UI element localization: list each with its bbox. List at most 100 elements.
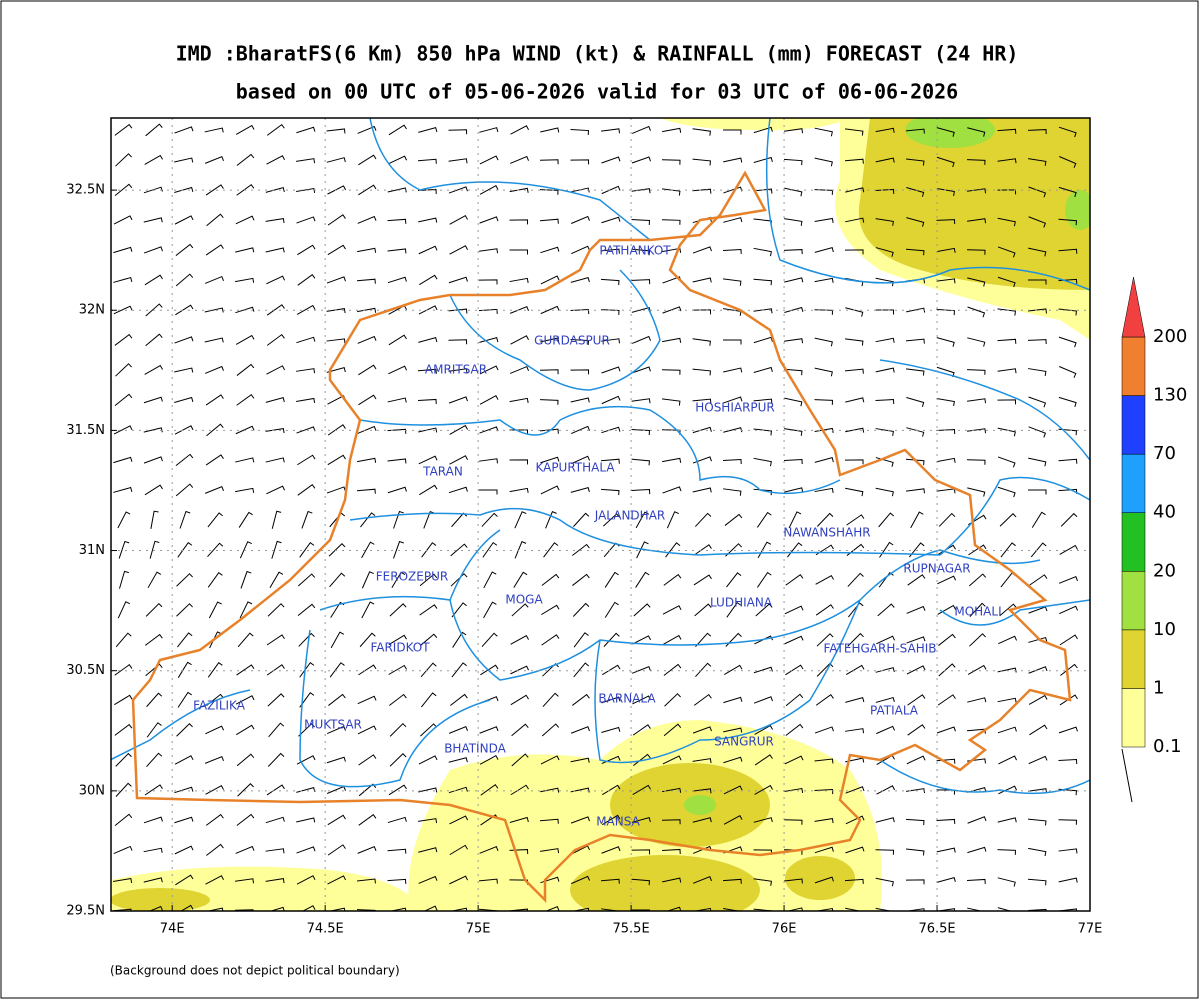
wind-barb xyxy=(936,337,955,347)
district-label: HOSHIARPUR xyxy=(695,401,775,415)
wind-barb xyxy=(540,337,560,343)
wind-barb xyxy=(723,217,743,223)
wind-barb xyxy=(1028,847,1047,857)
wind-barb xyxy=(327,454,346,466)
wind-barb xyxy=(513,571,528,588)
wind-barb xyxy=(722,459,742,465)
wind-barb xyxy=(113,305,133,315)
wind-barb xyxy=(514,511,527,529)
wind-barb xyxy=(450,693,468,706)
wind-barb xyxy=(692,426,712,434)
wind-barb xyxy=(1058,126,1077,138)
wind-barb xyxy=(814,876,834,884)
district-label: PATIALA xyxy=(870,704,919,718)
wind-barb xyxy=(509,219,529,225)
wind-barb xyxy=(662,634,682,645)
wind-barb xyxy=(967,487,986,497)
wind-barb xyxy=(387,397,407,403)
wind-barb xyxy=(114,183,133,197)
wind-barb xyxy=(357,425,377,434)
wind-barb xyxy=(509,816,529,823)
district-label: LUDHIANA xyxy=(710,596,773,610)
wind-barb xyxy=(174,755,194,765)
wind-barb xyxy=(997,849,1017,855)
wind-barb xyxy=(876,635,896,645)
wind-barb xyxy=(1058,428,1078,436)
wind-barb xyxy=(571,245,591,255)
wind-barb xyxy=(906,217,925,227)
wind-barb xyxy=(631,248,651,256)
wind-barb xyxy=(448,276,468,284)
district-label: JALANDHAR xyxy=(594,509,666,523)
wind-barb xyxy=(478,878,498,884)
wind-barb xyxy=(207,661,223,678)
wind-barb xyxy=(418,847,438,853)
wind-barb xyxy=(358,154,377,166)
wind-barb xyxy=(1029,574,1048,586)
wind-barb xyxy=(662,306,682,314)
wind-barb xyxy=(451,662,467,678)
wind-barb xyxy=(448,339,468,345)
wind-barb xyxy=(726,601,742,618)
wind-barb xyxy=(265,218,285,224)
wind-barb xyxy=(845,128,864,136)
wind-barb xyxy=(784,277,804,283)
wind-barb xyxy=(692,338,711,346)
wind-barb xyxy=(449,424,468,435)
legend-swatch xyxy=(1121,512,1146,572)
wind-barb xyxy=(479,185,499,195)
wind-barb xyxy=(1028,368,1047,376)
wind-barb xyxy=(301,510,313,529)
wind-barb xyxy=(907,574,926,586)
wind-barb xyxy=(601,128,620,134)
wind-barb xyxy=(267,693,285,707)
wind-barb xyxy=(542,692,559,707)
wind-barb xyxy=(570,816,590,824)
wind-barb xyxy=(936,429,956,435)
y-tick-label: 32.5N xyxy=(66,183,105,198)
wind-barb xyxy=(143,396,163,404)
wind-barb xyxy=(753,696,773,704)
wind-barb xyxy=(573,662,590,678)
wind-barb xyxy=(176,723,193,737)
wind-barb xyxy=(997,427,1016,437)
wind-barb xyxy=(570,187,590,193)
wind-barb xyxy=(907,694,926,706)
district-label: PATHANKOT xyxy=(599,244,671,258)
wind-barb xyxy=(692,726,712,734)
wind-barb xyxy=(814,818,834,824)
wind-barb xyxy=(693,574,712,586)
wind-barb xyxy=(174,367,194,373)
legend-swatch xyxy=(1121,688,1146,748)
wind-barb xyxy=(724,513,743,526)
wind-barb xyxy=(997,877,1016,887)
wind-barb xyxy=(267,603,285,617)
wind-barb xyxy=(297,274,316,286)
wind-barb xyxy=(692,758,712,764)
wind-barb xyxy=(297,573,316,587)
wind-barb xyxy=(875,398,895,405)
wind-barb xyxy=(509,187,529,193)
wind-barb xyxy=(448,129,468,135)
wind-barb xyxy=(113,425,133,435)
wind-barb xyxy=(448,725,468,734)
district-label: BARNALA xyxy=(598,692,656,706)
axes: 74E 74.5E 75E 75.5E 76E 76.5E 77E 29.5N 30N 30.5N… xyxy=(66,183,1102,937)
wind-barb xyxy=(937,694,956,706)
wind-barb xyxy=(570,309,590,315)
wind-barb xyxy=(176,573,193,587)
wind-barb xyxy=(845,338,864,346)
wind-barb xyxy=(174,425,194,435)
wind-barb xyxy=(448,368,468,374)
wind-barb xyxy=(206,843,224,856)
wind-barb xyxy=(510,335,530,345)
wind-barb xyxy=(997,456,1016,468)
wind-barb xyxy=(662,486,682,494)
wind-barb xyxy=(602,784,621,796)
wind-barb xyxy=(204,485,224,494)
wind-barb xyxy=(326,276,346,284)
wind-barb xyxy=(118,540,130,559)
wind-barb xyxy=(326,128,346,134)
wind-barb xyxy=(1058,336,1077,348)
wind-barb xyxy=(1059,605,1079,615)
